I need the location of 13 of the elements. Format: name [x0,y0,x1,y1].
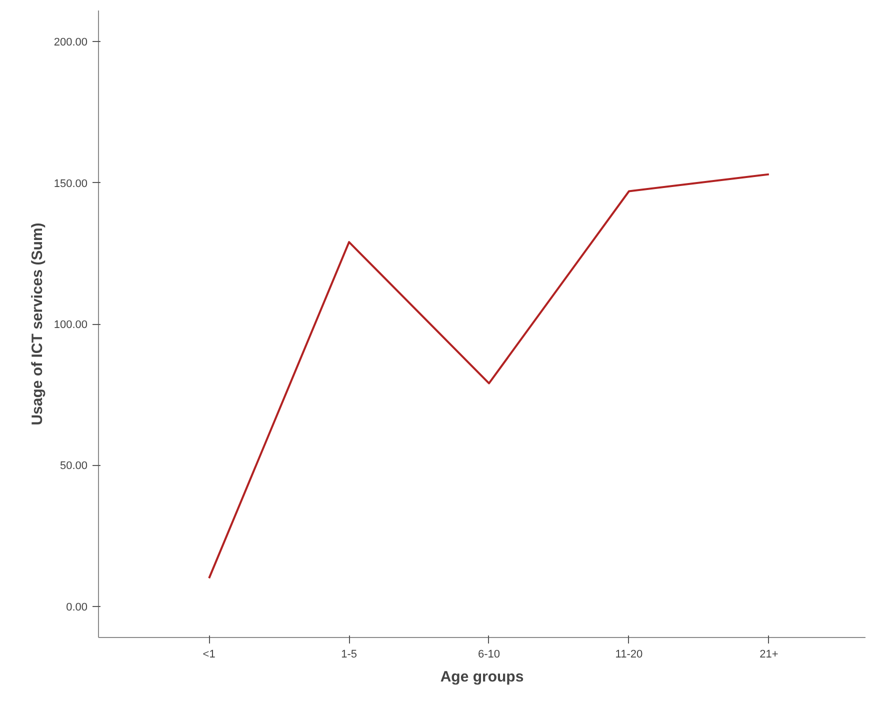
y-axis-title: Usage of ICT services (Sum) [28,222,46,426]
y-tick-label: 50.00 [60,460,88,472]
y-tick-label: 0.00 [66,601,88,614]
x-tick-label: 21+ [760,648,778,660]
line-series [208,173,770,580]
x-tick-label: <1 [202,648,216,660]
y-tick-label: 100.00 [54,319,88,331]
x-tick-label: 6-10 [478,648,500,660]
y-tick-label: 150.00 [54,178,88,190]
x-axis-title: Age groups [440,668,524,686]
y-tick-label: 200.00 [54,36,88,49]
x-tick-label: 11-20 [615,648,643,660]
x-tick-label: 1-5 [341,648,357,660]
